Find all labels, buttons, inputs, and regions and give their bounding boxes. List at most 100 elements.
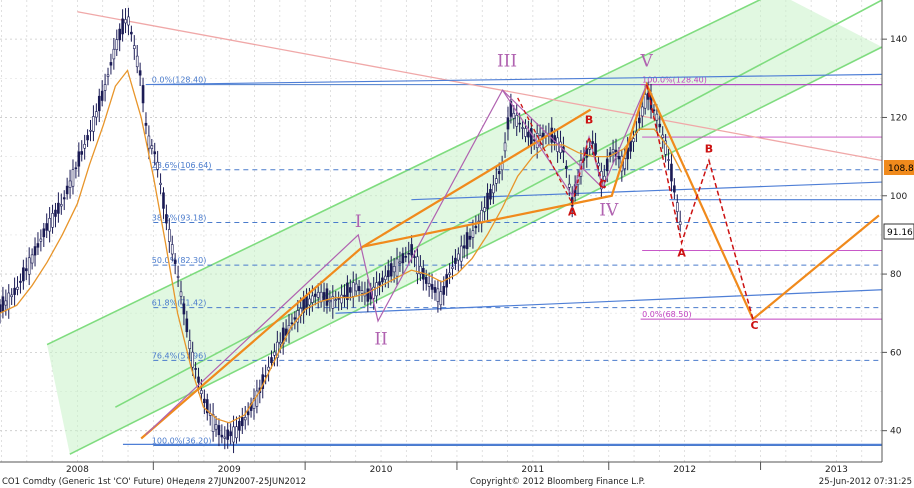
candle-body: [389, 263, 393, 277]
candle-body: [176, 276, 180, 278]
candle-body: [673, 185, 676, 193]
candle-body: [407, 252, 411, 255]
orange-wave-path: [140, 81, 880, 440]
candle-body: [276, 341, 279, 358]
candle-body: [372, 286, 375, 299]
candle-body: [675, 202, 679, 212]
x-tick-label: 2009: [218, 465, 241, 475]
candle-body: [530, 128, 533, 146]
pink-trend-line: [77, 11, 883, 162]
candle-body: [378, 281, 381, 286]
candle-body: [518, 122, 521, 125]
candle-body: [252, 398, 256, 409]
candle-body: [384, 275, 387, 280]
footer: CO1 Comdty (Generic 1st 'CO' Future) 0Не…: [2, 477, 912, 487]
candle-body: [153, 151, 157, 155]
candle-body: [588, 147, 592, 150]
candle-body: [7, 292, 11, 310]
candle-body: [305, 295, 308, 310]
candle-body: [235, 426, 238, 439]
candle-body: [48, 218, 51, 232]
channel-lower-line: [69, 46, 883, 455]
candle-body: [603, 175, 606, 181]
candle-body: [375, 282, 378, 297]
blue-trend-line-3: [335, 289, 883, 314]
fib2-level-label: 0.0%(68.50): [642, 310, 691, 319]
wave-label-roman: V: [640, 52, 654, 72]
red-abc-path-2: [645, 84, 754, 320]
fib-level-label: 38.2%(93.18): [152, 213, 207, 222]
fib-level-label: 50.0%(82.30): [152, 256, 207, 265]
candle-body: [141, 85, 145, 104]
candle-body: [486, 192, 489, 210]
red-abc-path-1: [517, 97, 604, 206]
x-tick-label: 2011: [521, 465, 544, 475]
last-price-tag-label: 91.16: [887, 228, 913, 238]
candle-body: [144, 122, 148, 126]
orange-price-tag-label: 108.84: [888, 164, 914, 174]
candle-body: [503, 142, 507, 152]
candle-body: [550, 127, 554, 143]
candle-body: [71, 169, 75, 187]
candle-body: [226, 429, 230, 440]
candle-body: [36, 243, 40, 248]
candle-body: [284, 328, 288, 336]
candle-body: [62, 197, 66, 200]
candle-body: [13, 287, 16, 295]
y-tick-label: 120: [890, 113, 907, 123]
orange-wave-upper: [362, 108, 592, 248]
candle-body: [643, 94, 647, 109]
candle-body: [74, 167, 78, 170]
moving-average-line: [0, 69, 683, 424]
candle-body: [138, 70, 142, 76]
candle-body: [629, 140, 632, 152]
fib2-level-label: 100.0%(128.40): [642, 76, 707, 85]
candle-body: [331, 296, 335, 309]
candle-body: [188, 340, 192, 349]
candle-body: [16, 286, 19, 290]
candle-body: [468, 235, 472, 240]
candle-body: [357, 286, 361, 292]
candle-body: [567, 183, 571, 188]
candle-body: [509, 101, 513, 117]
candle-body: [386, 270, 390, 278]
candle-body: [86, 135, 89, 141]
candle-body: [205, 399, 209, 414]
blue-trend-line-1: [145, 73, 883, 86]
candle-body: [597, 162, 600, 167]
candle-body: [83, 143, 86, 149]
candle-body: [638, 117, 641, 124]
candle-body: [328, 299, 332, 303]
candle-body: [203, 398, 206, 404]
candle-body: [293, 317, 297, 320]
candle-body: [313, 293, 317, 297]
candle-body: [471, 230, 475, 238]
candle-body: [200, 390, 203, 394]
fib-level-label: 61.8%(71.42): [152, 299, 207, 308]
wave-label-abc: C: [750, 319, 758, 332]
candle-body: [30, 254, 34, 264]
candle-body: [416, 256, 419, 274]
candle-body: [106, 74, 110, 77]
wave-label-abc: B: [585, 113, 593, 126]
candle-body: [147, 135, 151, 149]
x-tick-label: 2013: [825, 465, 848, 475]
x-axis-ticks: 2008 2009 2010 2011 2012 2013: [66, 462, 848, 475]
candle-body: [45, 223, 49, 231]
candle-body: [197, 376, 200, 383]
candle-body: [89, 129, 92, 132]
footer-source: CO1 Comdty (Generic 1st 'CO' Future) 0Не…: [2, 477, 306, 487]
candle-body: [340, 294, 343, 304]
candle-body: [419, 265, 422, 275]
x-tick-label: 2008: [66, 465, 89, 475]
candle-body: [68, 180, 72, 188]
candle-body: [506, 117, 510, 130]
candle-body: [655, 113, 659, 121]
candle-body: [433, 287, 437, 293]
candle-body: [170, 244, 174, 255]
candle-body: [97, 95, 101, 112]
wave-label-roman: I: [355, 212, 362, 232]
candle-body: [51, 213, 54, 228]
candle-body: [454, 257, 457, 264]
trend-lines: [77, 11, 883, 445]
